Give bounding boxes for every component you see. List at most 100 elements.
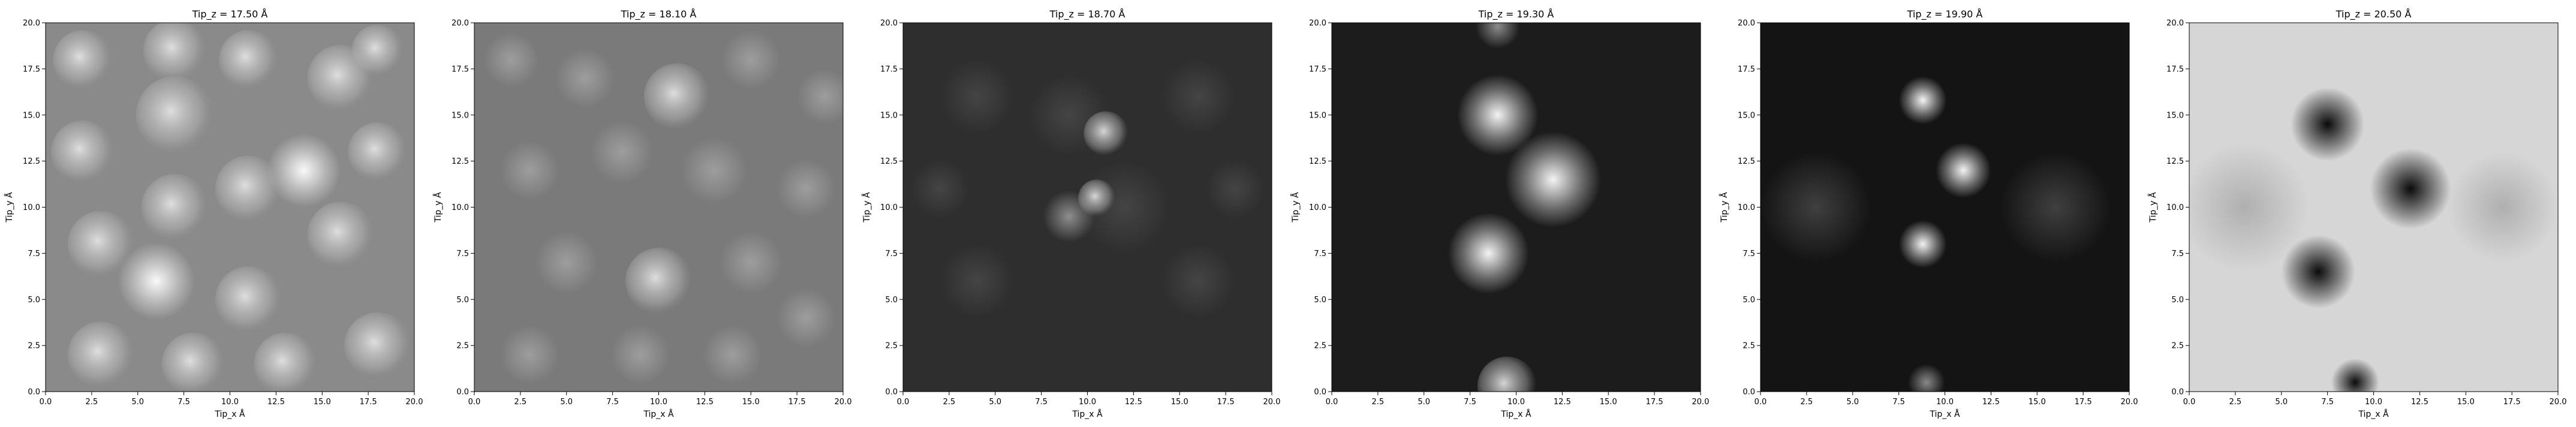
y-tick-label: 12.5 <box>1738 157 1755 166</box>
y-axis-label: Tip_y Å <box>862 192 872 223</box>
y-tick-label: 20.0 <box>1309 19 1326 28</box>
heatmap-texture-blob <box>1161 244 1235 318</box>
y-tick-label: 12.5 <box>2166 157 2184 166</box>
y-tick-label: 2.5 <box>28 342 40 351</box>
x-axis-label: Tip_x Å <box>214 409 245 419</box>
x-tick-label: 20.0 <box>1263 398 1281 407</box>
heatmap-texture-blob <box>535 231 598 294</box>
heatmap-texture-blob <box>721 30 781 89</box>
y-tick-label: 15.0 <box>1738 111 1755 120</box>
x-tick-label: 2.5 <box>1372 398 1385 407</box>
heatmap-texture-blob <box>1908 363 1945 392</box>
chart-title: Tip_z = 19.30 Å <box>1478 8 1554 20</box>
heatmap-image <box>903 23 1272 392</box>
y-tick-label: 7.5 <box>2171 249 2184 258</box>
y-tick-label: 10.0 <box>1738 203 1755 212</box>
heatmap-panel-5: 0.0 2.5 5.0 7.5 10.0 12.5 15.0 17.5 20.0 0.0 2.5 5.… <box>1719 8 2138 419</box>
y-tick-label: 0.0 <box>2171 388 2184 397</box>
y-tick-label: 7.5 <box>885 249 898 258</box>
x-tick-label: 10.0 <box>1507 398 1525 407</box>
y-tick-label: 20.0 <box>880 19 898 28</box>
y-tick-label: 17.5 <box>2166 65 2184 74</box>
x-tick-label: 20.0 <box>2550 398 2567 407</box>
y-tick-label: 2.5 <box>1314 342 1326 351</box>
y-tick-label: 10.0 <box>880 203 898 212</box>
x-tick-label: 5.0 <box>2275 398 2288 407</box>
x-tick-label: 7.5 <box>1464 398 1476 407</box>
y-tick-label: 12.5 <box>880 157 898 166</box>
heatmap-texture-blob <box>143 23 206 82</box>
y-tick-label: 5.0 <box>28 296 40 305</box>
x-tick-label: 15.0 <box>2029 398 2046 407</box>
x-axis-label: Tip_x Å <box>643 409 674 419</box>
heatmap-texture-blob <box>307 202 374 268</box>
heatmap-texture-blob <box>141 174 208 240</box>
x-tick-label: 12.5 <box>2411 398 2428 407</box>
y-tick-label: 20.0 <box>1738 19 1755 28</box>
x-tick-label: 12.5 <box>696 398 714 407</box>
x-tick-label: 17.5 <box>789 398 806 407</box>
x-tick-label: 10.0 <box>2365 398 2382 407</box>
x-tick-label: 0.0 <box>897 398 910 407</box>
y-axis-label: Tip_y Å <box>1719 192 1729 223</box>
heatmap-texture-blob <box>351 25 404 77</box>
x-tick-label: 20.0 <box>406 398 423 407</box>
heatmap-panel-2: 0.0 2.5 5.0 7.5 10.0 12.5 15.0 17.5 20.0 0.0 2.5 5.… <box>433 8 851 419</box>
y-tick-label: 15.0 <box>452 111 469 120</box>
heatmap-texture-blob <box>348 122 407 182</box>
y-tick-label: 12.5 <box>23 157 40 166</box>
heatmap-texture-blob <box>555 49 615 108</box>
heatmap-texture-blob <box>1505 131 1601 228</box>
chart-title: Tip_z = 20.50 Å <box>2336 8 2412 20</box>
y-tick-label: 7.5 <box>28 249 40 258</box>
y-tick-label: 5.0 <box>456 296 469 305</box>
heatmap-texture-blob <box>777 159 836 218</box>
y-tick-label: 2.5 <box>1743 342 1755 351</box>
chart-title: Tip_z = 19.90 Å <box>1907 8 1983 20</box>
heatmap-image <box>1761 23 2129 392</box>
y-tick-label: 5.0 <box>1314 296 1326 305</box>
x-tick-label: 17.5 <box>2075 398 2092 407</box>
x-tick-label: 20.0 <box>1692 398 1710 407</box>
heatmap-texture-blob <box>777 288 836 348</box>
heatmap-texture-blob <box>940 244 1014 318</box>
heatmap-panel-1: 0.0 2.5 5.0 7.5 10.0 12.5 15.0 17.5 20.0 0.0 2.5 5.… <box>4 8 423 419</box>
heatmap-texture-blob <box>681 137 748 204</box>
x-tick-label: 12.5 <box>1125 398 1142 407</box>
y-tick-label: 2.5 <box>2171 342 2184 351</box>
heatmap-texture-blob <box>625 248 692 314</box>
heatmap-texture-blob <box>254 332 317 392</box>
heatmap-texture-blob <box>483 32 539 88</box>
y-tick-label: 5.0 <box>1743 296 1755 305</box>
x-tick-label: 10.0 <box>1079 398 1096 407</box>
heatmap-texture-blob <box>117 242 195 320</box>
y-tick-label: 0.0 <box>885 388 898 397</box>
y-tick-label: 7.5 <box>456 249 469 258</box>
heatmap-panel-3: 0.0 2.5 5.0 7.5 10.0 12.5 15.0 17.5 20.0 0.0 2.5 5.… <box>862 8 1280 419</box>
x-tick-label: 2.5 <box>86 398 98 407</box>
heatmap-texture-blob <box>797 68 843 125</box>
x-tick-label: 5.0 <box>1418 398 1430 407</box>
x-tick-label: 2.5 <box>514 398 527 407</box>
chart-title: Tip_z = 18.10 Å <box>621 8 697 20</box>
x-axis-label: Tip_x Å <box>2358 409 2389 419</box>
x-tick-label: 15.0 <box>1600 398 1617 407</box>
y-tick-label: 0.0 <box>456 388 469 397</box>
x-axis-label: Tip_x Å <box>1500 409 1531 419</box>
x-axis-label: Tip_x Å <box>1929 409 1960 419</box>
heatmap-image <box>46 23 414 392</box>
y-axis-label: Tip_y Å <box>2148 192 2158 223</box>
heatmap-texture-blob <box>1898 220 1947 268</box>
x-tick-label: 10.0 <box>650 398 667 407</box>
heatmap-texture-blob <box>136 76 213 154</box>
heatmap-image <box>2189 23 2558 392</box>
heatmap-image <box>1332 23 1701 392</box>
x-tick-label: 0.0 <box>1755 398 1767 407</box>
x-tick-label: 10.0 <box>221 398 239 407</box>
x-tick-label: 12.5 <box>1554 398 1571 407</box>
x-tick-label: 12.5 <box>1982 398 2000 407</box>
heatmap-texture-blob <box>500 140 559 200</box>
heatmap-texture-blob <box>1475 23 1520 49</box>
y-tick-label: 20.0 <box>452 19 469 28</box>
